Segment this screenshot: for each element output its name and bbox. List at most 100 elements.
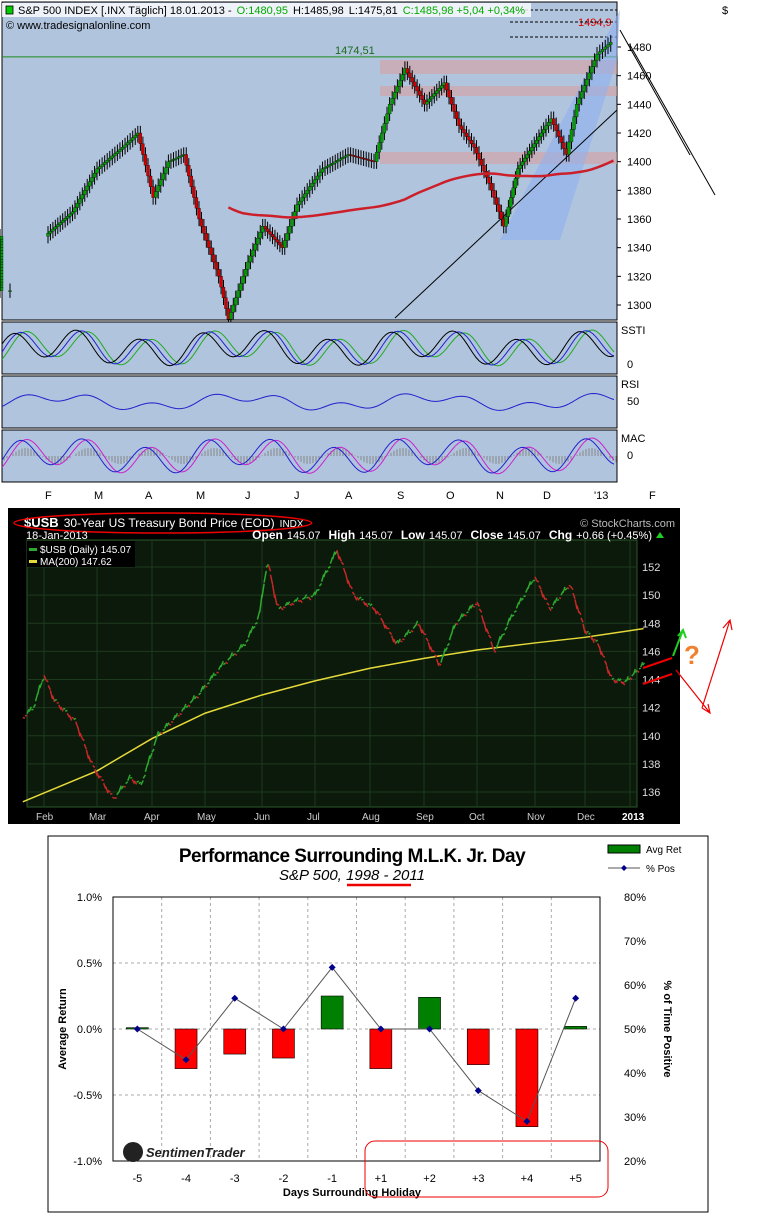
pct-pos-marker — [182, 1056, 190, 1064]
candle — [343, 155, 348, 158]
price-segment — [620, 680, 624, 685]
candle — [73, 207, 77, 212]
price-segment — [576, 605, 580, 614]
candle — [432, 93, 436, 97]
candle — [351, 155, 355, 157]
price-segment — [402, 638, 405, 641]
price-segment — [508, 614, 513, 622]
candle — [417, 90, 422, 96]
x-tick-label: O — [446, 490, 455, 502]
price-segment — [367, 602, 371, 605]
price-segment — [320, 574, 325, 582]
header-high: H:1485,98 — [293, 5, 344, 17]
treasury-bond-chart: 136138140142144146148150152FebMarAprMayJ… — [8, 508, 733, 824]
price-segment — [467, 605, 472, 611]
price-segment — [511, 614, 515, 617]
candle — [192, 186, 196, 198]
candle — [51, 228, 55, 232]
candle — [482, 165, 486, 172]
price-segment — [544, 597, 548, 601]
price-segment — [548, 606, 552, 612]
candle — [216, 269, 221, 277]
price-segment — [123, 785, 126, 788]
price-segment — [101, 778, 104, 782]
price-segment — [641, 662, 646, 666]
price-segment — [602, 655, 606, 658]
candle — [256, 237, 260, 245]
candle — [209, 247, 213, 255]
candle — [457, 118, 461, 126]
x-tick-label: May — [197, 812, 216, 823]
y-tick-label: 138 — [642, 759, 660, 771]
price-segment — [542, 593, 546, 600]
candle — [539, 132, 543, 137]
candle — [58, 222, 62, 225]
candle — [204, 233, 209, 241]
price-segment — [54, 698, 58, 702]
price-segment — [149, 752, 153, 759]
candle — [258, 231, 262, 239]
pct-pos-marker — [426, 1025, 434, 1033]
price-segment — [568, 584, 572, 588]
y-tick-label: 136 — [642, 787, 660, 799]
price-segment — [155, 730, 160, 740]
price-segment — [43, 674, 47, 681]
price-segment — [613, 679, 617, 684]
price-segment — [434, 654, 438, 658]
candle — [408, 72, 412, 78]
candle — [511, 187, 515, 198]
price-segment — [166, 722, 170, 727]
candle — [479, 159, 484, 166]
candle — [313, 179, 317, 184]
price-segment — [79, 732, 83, 739]
series-marker-icon — [5, 5, 14, 15]
legend-box — [27, 541, 135, 567]
y2-tick-label: 80% — [624, 892, 646, 904]
candle — [469, 140, 474, 144]
candle — [283, 240, 287, 248]
price-segment — [632, 668, 637, 675]
price-segment — [598, 646, 602, 656]
price-segment — [614, 679, 619, 684]
candle — [323, 167, 327, 169]
bear-arrow — [675, 669, 711, 715]
y2-axis-label: % of Time Positive — [661, 981, 673, 1078]
candle — [63, 218, 67, 221]
candle — [197, 208, 201, 220]
price-segment — [183, 703, 187, 710]
price-segment — [388, 631, 393, 636]
candle — [444, 82, 449, 91]
x-tick-label: A — [145, 490, 153, 502]
support-zone — [380, 60, 617, 74]
legend-item: $USB (Daily) 145.07 — [40, 545, 132, 556]
indicator-label: SSTI — [621, 325, 645, 337]
candle — [176, 156, 181, 159]
candle — [53, 226, 57, 230]
header-bg — [2, 3, 532, 17]
candle — [554, 124, 558, 131]
pct-pos-marker — [328, 963, 336, 971]
price-segment — [160, 731, 164, 735]
price-segment — [306, 596, 309, 599]
candle — [582, 85, 586, 92]
y2-tick-label: 60% — [624, 980, 646, 992]
legend-item: % Pos — [646, 864, 675, 875]
candle — [113, 153, 117, 157]
x-tick-label: '13 — [594, 490, 608, 502]
candle — [133, 135, 137, 138]
price-segment — [476, 601, 480, 607]
pct-pos-line — [137, 966, 577, 1123]
price-segment — [427, 642, 432, 650]
price-segment — [116, 791, 120, 796]
y-tick-label: 150 — [642, 590, 660, 602]
price-segment — [261, 583, 265, 598]
price-segment — [293, 599, 297, 603]
legend-swatch — [29, 560, 37, 563]
candle — [393, 92, 397, 99]
candle — [265, 228, 270, 232]
price-segment — [452, 623, 457, 630]
price-segment — [208, 675, 213, 682]
price-segment — [240, 643, 245, 648]
candle — [61, 220, 65, 223]
candle — [243, 269, 248, 277]
